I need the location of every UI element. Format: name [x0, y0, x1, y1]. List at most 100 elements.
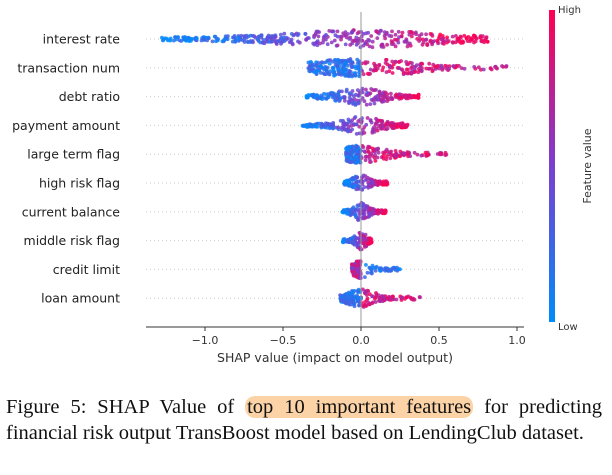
shap-point	[399, 152, 404, 156]
shap-point	[404, 60, 409, 64]
shap-point	[382, 99, 386, 104]
shap-point	[397, 92, 402, 97]
shap-point	[373, 295, 378, 300]
shap-point	[350, 30, 354, 35]
shap-point	[445, 38, 449, 42]
shap-point	[344, 73, 349, 77]
shap-point	[351, 300, 355, 305]
shap-point	[340, 58, 345, 63]
shap-point	[344, 67, 349, 72]
shap-point	[403, 94, 408, 99]
shap-point	[383, 208, 388, 213]
shap-point	[399, 34, 404, 39]
shap-point	[356, 263, 361, 268]
shap-point	[445, 35, 449, 40]
shap-point	[351, 185, 356, 190]
shap-point	[383, 90, 388, 95]
shap-point	[352, 242, 357, 247]
shap-point	[393, 60, 398, 64]
shap-point	[279, 36, 284, 40]
shap-point	[360, 241, 365, 245]
shap-point	[286, 36, 290, 41]
colorbar-high-label: High	[558, 5, 581, 16]
shap-point	[378, 118, 383, 123]
colorbar-low-label: Low	[558, 322, 578, 333]
shap-point	[348, 69, 353, 74]
shap-point	[362, 208, 367, 213]
shap-point	[391, 153, 396, 158]
shap-point	[390, 40, 395, 45]
shap-point	[248, 33, 253, 38]
shap-point	[372, 125, 376, 130]
shap-point	[314, 62, 319, 67]
shap-point	[450, 34, 455, 39]
shap-point	[400, 30, 405, 35]
shap-point	[343, 99, 347, 103]
shap-point	[230, 39, 235, 44]
shap-point	[418, 65, 423, 69]
shap-point	[347, 73, 352, 78]
shap-point	[392, 266, 397, 271]
shap-point	[306, 60, 311, 65]
shap-point	[314, 71, 319, 76]
shap-point	[443, 150, 448, 155]
shap-point	[331, 29, 336, 34]
shap-point	[350, 262, 354, 267]
shap-point	[372, 155, 377, 160]
shap-point	[266, 33, 271, 38]
shap-point	[256, 34, 261, 39]
shap-point	[431, 39, 436, 44]
shap-point	[403, 123, 408, 128]
shap-point	[387, 69, 392, 74]
shap-point	[361, 303, 365, 308]
shap-point	[373, 268, 378, 273]
shap-point	[444, 66, 449, 71]
shap-point	[495, 66, 499, 71]
shap-point	[363, 41, 367, 46]
shap-point	[279, 41, 283, 46]
shap-point	[489, 67, 494, 72]
caption-highlight: top 10 important features	[245, 396, 474, 418]
shap-point	[405, 44, 410, 49]
feature-label: high risk flag	[39, 176, 120, 191]
shap-point	[385, 42, 389, 47]
shap-point	[435, 39, 440, 44]
shap-point	[347, 37, 352, 41]
shap-point	[165, 36, 169, 41]
shap-point	[421, 37, 425, 42]
shap-point	[374, 264, 379, 269]
shap-point	[309, 63, 313, 68]
shap-point	[368, 118, 373, 123]
shap-point	[372, 128, 376, 133]
shap-point	[302, 124, 307, 128]
shap-point	[312, 33, 317, 38]
shap-point	[439, 63, 444, 68]
shap-point	[370, 45, 375, 50]
shap-point	[342, 208, 346, 213]
shap-point	[347, 119, 352, 123]
shap-point	[367, 145, 372, 150]
shap-point	[335, 43, 340, 48]
shap-point	[424, 37, 429, 42]
shap-point	[305, 36, 310, 40]
shap-point	[406, 96, 410, 101]
shap-point	[457, 39, 462, 44]
shap-point	[377, 211, 381, 215]
shap-point	[318, 41, 322, 46]
shap-point	[168, 38, 173, 43]
shap-point	[476, 65, 481, 70]
shap-point	[416, 70, 421, 75]
shap-point	[339, 35, 344, 39]
shap-point	[357, 184, 362, 189]
shap-point	[363, 216, 368, 220]
shap-point	[390, 59, 395, 64]
shap-point	[384, 157, 389, 162]
shap-point	[365, 60, 370, 65]
shap-point	[427, 61, 432, 66]
shap-point	[389, 91, 393, 96]
shap-point	[363, 150, 367, 155]
shap-point	[417, 295, 422, 299]
shap-point	[416, 92, 421, 97]
shap-point	[375, 36, 380, 40]
row-guides	[146, 38, 524, 299]
